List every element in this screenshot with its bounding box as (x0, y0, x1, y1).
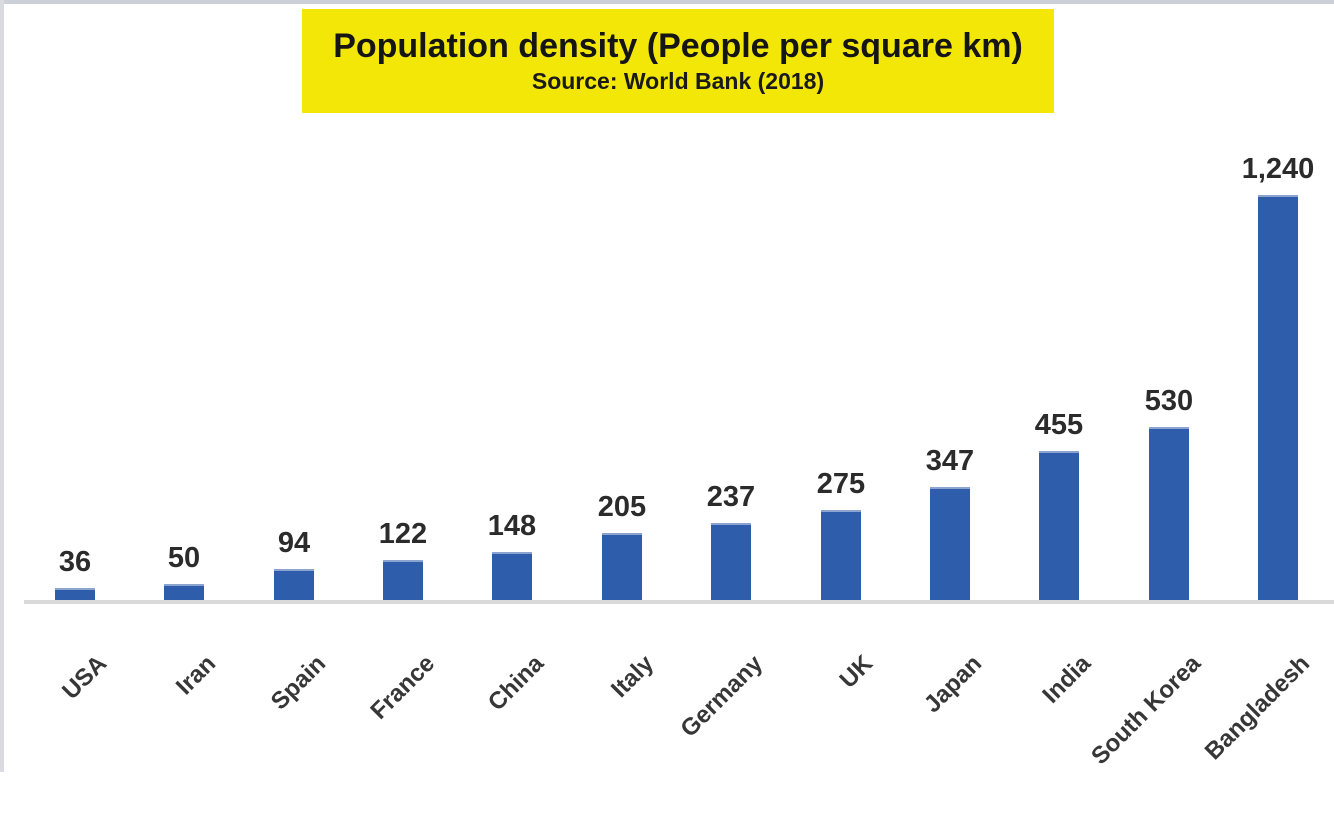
top-border-line (0, 0, 1334, 4)
bar-value-label: 94 (277, 527, 311, 559)
bar-france (383, 560, 423, 600)
bar-value-label: 1,240 (1241, 153, 1315, 185)
chart-subtitle: Source: World Bank (2018) (531, 68, 825, 94)
bar-china (492, 552, 532, 600)
bar-value-label: 50 (167, 542, 201, 574)
bar-usa (55, 588, 95, 600)
bar-value-label: 237 (706, 481, 756, 513)
bar-japan (930, 487, 970, 600)
x-axis-line (24, 600, 1334, 604)
bar-value-label: 455 (1034, 409, 1084, 441)
bar-italy (602, 533, 642, 600)
bar-germany (711, 523, 751, 600)
bar-value-label: 347 (925, 445, 975, 477)
bar-value-label: 530 (1144, 385, 1194, 417)
bar-iran (164, 584, 204, 600)
bar-value-label: 148 (487, 510, 537, 542)
bar-spain (274, 569, 314, 600)
bar-value-label: 122 (378, 518, 428, 550)
chart-title: Population density (People per square km… (333, 27, 1023, 65)
bar-bangladesh (1258, 195, 1298, 600)
bar-south-korea (1149, 427, 1189, 600)
left-border-line (0, 0, 4, 772)
bar-value-label: 275 (816, 468, 866, 500)
bar-value-label: 36 (58, 546, 92, 578)
bar-india (1039, 451, 1079, 600)
chart-title-block: Population density (People per square km… (302, 9, 1054, 113)
bar-uk (821, 510, 861, 600)
bar-value-label: 205 (597, 491, 647, 523)
